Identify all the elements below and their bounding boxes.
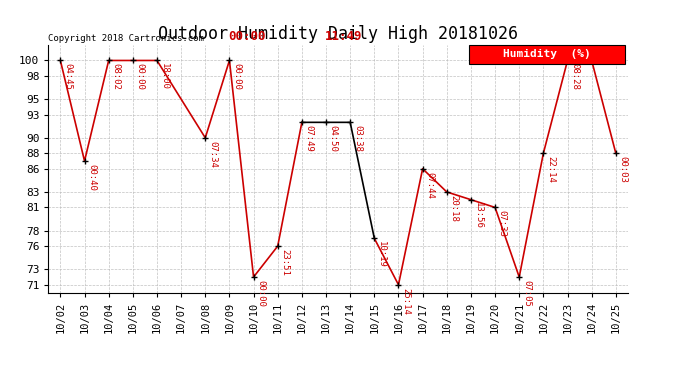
Text: 04:45: 04:45 (63, 63, 72, 90)
Text: 08:28: 08:28 (571, 63, 580, 90)
Text: 04:50: 04:50 (329, 125, 338, 152)
Text: 00:00: 00:00 (136, 63, 145, 90)
Text: 08:02: 08:02 (112, 63, 121, 90)
Text: 23:51: 23:51 (281, 249, 290, 276)
Text: Copyright 2018 Cartronics.com: Copyright 2018 Cartronics.com (48, 33, 204, 42)
Text: 07:05: 07:05 (522, 280, 531, 307)
FancyBboxPatch shape (469, 45, 625, 63)
Text: 10:19: 10:19 (377, 241, 386, 268)
Text: 18:00: 18:00 (160, 63, 169, 90)
Text: 20:18: 20:18 (450, 195, 459, 222)
Text: 22:14: 22:14 (546, 156, 555, 183)
Text: 00:00: 00:00 (257, 280, 266, 307)
Text: 11:49: 11:49 (324, 30, 362, 43)
Text: 13:56: 13:56 (474, 202, 483, 229)
Text: 03:38: 03:38 (353, 125, 362, 152)
Text: 07:49: 07:49 (305, 125, 314, 152)
Text: 07:33: 07:33 (498, 210, 507, 237)
Text: 00:00: 00:00 (233, 63, 241, 90)
Text: 00:00: 00:00 (228, 30, 266, 43)
Text: 25:14: 25:14 (402, 288, 411, 314)
Text: 00:40: 00:40 (88, 164, 97, 190)
Title: Outdoor Humidity Daily High 20181026: Outdoor Humidity Daily High 20181026 (158, 26, 518, 44)
Text: 07:34: 07:34 (208, 141, 217, 168)
Text: 07:44: 07:44 (426, 171, 435, 198)
Text: 00:03: 00:03 (619, 156, 628, 183)
Text: Humidity  (%): Humidity (%) (503, 49, 591, 59)
